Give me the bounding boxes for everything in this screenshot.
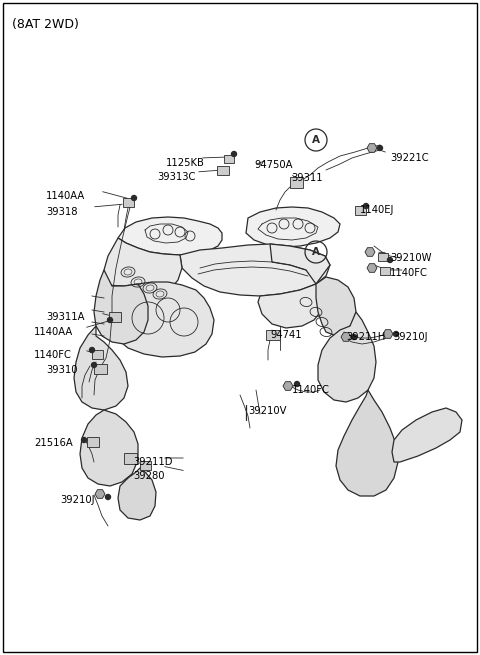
Circle shape bbox=[394, 331, 398, 337]
Polygon shape bbox=[367, 264, 377, 272]
Text: 39211D: 39211D bbox=[133, 457, 172, 467]
Text: 39221C: 39221C bbox=[390, 153, 429, 163]
Polygon shape bbox=[316, 277, 356, 335]
Text: 39210V: 39210V bbox=[248, 406, 287, 416]
Polygon shape bbox=[118, 217, 222, 255]
Polygon shape bbox=[94, 270, 148, 344]
Text: 1140FC: 1140FC bbox=[34, 350, 72, 360]
Circle shape bbox=[351, 335, 357, 339]
Polygon shape bbox=[80, 410, 138, 486]
Text: 1140EJ: 1140EJ bbox=[360, 205, 395, 215]
FancyBboxPatch shape bbox=[265, 329, 279, 339]
Polygon shape bbox=[383, 329, 393, 339]
Text: A: A bbox=[312, 247, 320, 257]
Circle shape bbox=[106, 495, 110, 500]
Text: 39210J: 39210J bbox=[60, 495, 95, 505]
Circle shape bbox=[231, 151, 237, 157]
FancyBboxPatch shape bbox=[123, 453, 136, 464]
Text: 39211H: 39211H bbox=[346, 332, 385, 342]
FancyBboxPatch shape bbox=[377, 252, 387, 261]
Text: 21516A: 21516A bbox=[34, 438, 73, 448]
FancyBboxPatch shape bbox=[94, 364, 107, 373]
Polygon shape bbox=[104, 282, 214, 357]
Circle shape bbox=[363, 204, 369, 208]
Polygon shape bbox=[104, 238, 182, 304]
Text: A: A bbox=[312, 135, 320, 145]
Circle shape bbox=[92, 362, 96, 367]
Circle shape bbox=[108, 318, 112, 322]
FancyBboxPatch shape bbox=[108, 312, 120, 322]
Polygon shape bbox=[392, 408, 462, 462]
FancyBboxPatch shape bbox=[92, 350, 103, 358]
Polygon shape bbox=[367, 143, 377, 153]
Text: 1140FC: 1140FC bbox=[292, 385, 330, 395]
FancyBboxPatch shape bbox=[86, 436, 98, 447]
Text: 39311A: 39311A bbox=[46, 312, 84, 322]
Text: 94750A: 94750A bbox=[254, 160, 292, 170]
Text: 1140AA: 1140AA bbox=[34, 327, 73, 337]
Polygon shape bbox=[74, 326, 128, 410]
Text: 39210J: 39210J bbox=[393, 332, 428, 342]
Text: 39311: 39311 bbox=[291, 173, 323, 183]
FancyBboxPatch shape bbox=[289, 176, 302, 187]
Polygon shape bbox=[318, 312, 376, 402]
Text: 39210W: 39210W bbox=[390, 253, 432, 263]
Polygon shape bbox=[95, 490, 105, 498]
Polygon shape bbox=[283, 382, 293, 390]
Polygon shape bbox=[341, 333, 351, 341]
Polygon shape bbox=[246, 207, 340, 247]
Circle shape bbox=[387, 257, 393, 263]
Text: 1125KB: 1125KB bbox=[166, 158, 205, 168]
Text: 39310: 39310 bbox=[46, 365, 77, 375]
Text: 1140AA: 1140AA bbox=[46, 191, 85, 201]
FancyBboxPatch shape bbox=[140, 460, 151, 470]
Circle shape bbox=[377, 145, 383, 151]
FancyBboxPatch shape bbox=[355, 206, 365, 214]
Polygon shape bbox=[118, 468, 156, 520]
Circle shape bbox=[295, 381, 300, 386]
Circle shape bbox=[82, 438, 86, 443]
Text: 39313C: 39313C bbox=[157, 172, 196, 182]
Polygon shape bbox=[180, 244, 330, 296]
Text: (8AT 2WD): (8AT 2WD) bbox=[12, 18, 79, 31]
Polygon shape bbox=[365, 248, 375, 256]
Circle shape bbox=[132, 195, 136, 200]
FancyBboxPatch shape bbox=[122, 198, 133, 206]
Circle shape bbox=[89, 348, 95, 352]
Text: 39280: 39280 bbox=[133, 471, 165, 481]
Text: 1140FC: 1140FC bbox=[390, 268, 428, 278]
FancyBboxPatch shape bbox=[224, 155, 233, 162]
FancyBboxPatch shape bbox=[380, 267, 389, 274]
Polygon shape bbox=[336, 390, 398, 496]
FancyBboxPatch shape bbox=[216, 166, 228, 174]
Text: 39318: 39318 bbox=[46, 207, 77, 217]
Text: 94741: 94741 bbox=[270, 330, 301, 340]
Polygon shape bbox=[258, 244, 330, 328]
